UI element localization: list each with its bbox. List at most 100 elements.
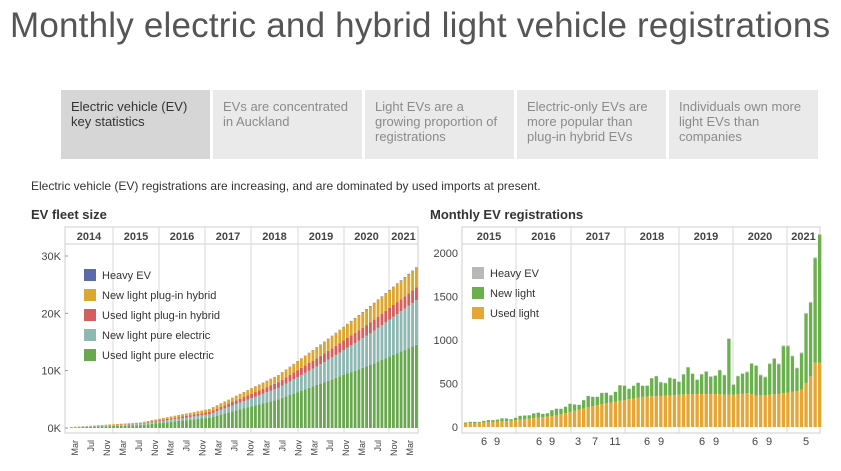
monthly-bar-segment [749,394,754,427]
monthly-bar-segment [681,394,686,427]
fleet-bar-segment [93,426,96,427]
tab-3[interactable]: Light EVs are a growing proportion of re… [365,90,514,159]
fleet-bar-segment [277,387,280,400]
fleet-y-tick: 0K [48,423,62,435]
monthly-legend-swatch [472,267,484,279]
fleet-bar-segment [376,316,380,328]
fleet-bar-segment [273,400,276,428]
fleet-bar-segment [311,360,315,369]
monthly-bar-segment [563,413,568,427]
monthly-bar-segment [568,411,572,427]
monthly-bar-segment [622,400,627,427]
monthly-x-tick: 6 [536,436,542,448]
monthly-bar-segment [672,378,677,396]
fleet-bar-segment [403,277,407,278]
monthly-bar-segment [718,369,722,371]
fleet-bar-segment [192,419,196,428]
monthly-bar-segment [768,394,772,427]
fleet-bar-segment [211,407,215,411]
monthly-x-tick: 7 [592,436,598,448]
fleet-legend-swatch [84,349,96,361]
fleet-bar-segment [280,397,284,428]
fleet-bar-segment [399,351,403,428]
fleet-bar-segment [415,344,418,428]
fleet-bar-segment [223,408,227,414]
monthly-bar-segment [677,381,681,395]
fleet-x-tick: Nov [198,440,208,457]
fleet-bar-segment [135,424,138,426]
monthly-y-tick: 2000 [434,248,458,260]
fleet-bar-segment [346,324,349,338]
monthly-bar-segment [627,388,631,400]
fleet-bar-segment [254,386,257,393]
tab-2[interactable]: EVs are concentrated in Auckland [213,90,362,159]
fleet-bar-segment [181,420,184,428]
monthly-bar-segment [777,364,781,394]
fleet-bar-segment [81,427,85,428]
monthly-bar-segment [550,410,554,417]
fleet-bar-segment [158,423,161,428]
fleet-bar-segment [296,377,299,393]
fleet-bar-segment [307,363,311,371]
fleet-bar-segment [303,389,307,428]
fleet-bar-segment [204,418,207,428]
tab-1[interactable]: Electric vehicle (EV) key statistics [61,90,210,159]
fleet-bar-segment [177,417,181,419]
fleet-bar-segment [96,426,100,428]
story-tabs: Electric vehicle (EV) key statistics EVs … [61,90,818,159]
fleet-bar-segment [392,305,395,317]
fleet-bar-segment [372,319,376,331]
fleet-bar-segment [146,422,150,423]
tab-4[interactable]: Electric-only EVs are more popular than … [517,90,666,159]
fleet-bar-segment [100,425,104,427]
fleet-bar-segment [372,363,376,428]
fleet-bar-segment [288,395,292,428]
fleet-bar-segment [181,414,184,417]
monthly-bar-segment [609,402,613,427]
fleet-bar-segment [323,362,326,383]
fleet-bar-segment [323,353,326,363]
fleet-bar-segment [342,350,345,375]
monthly-bar-segment [559,414,563,427]
fleet-bar-segment [269,390,273,402]
fleet-bar-segment [288,381,292,396]
fleet-bar-segment [376,361,380,428]
fleet-bar-segment [403,349,407,428]
monthly-bar-segment [604,392,609,404]
fleet-bar-segment [231,411,234,428]
fleet-bar-segment [265,380,269,388]
fleet-bar-segment [208,414,211,418]
fleet-bar-segment [277,375,280,383]
fleet-year-label: 2015 [124,231,148,243]
fleet-bar-segment [204,409,207,413]
monthly-bar-segment [641,396,645,427]
monthly-bar-segment [586,396,590,408]
monthly-bar-segment [795,368,799,392]
fleet-bar-segment [112,424,115,425]
monthly-bar-segment [754,365,758,367]
monthly-bar-segment [495,421,500,427]
monthly-year-label: 2020 [748,231,772,243]
fleet-bar-segment [242,408,246,428]
fleet-bar-segment [292,364,296,373]
fleet-x-tick: Mar [214,440,224,456]
fleet-bar-segment [319,364,322,384]
fleet-bar-segment [154,421,158,424]
fleet-bar-segment [211,410,215,413]
fleet-bar-segment [200,418,204,428]
monthly-bar-segment [473,422,477,427]
monthly-year-label: 2016 [531,231,555,243]
fleet-bar-segment [269,385,273,391]
fleet-bar-segment [353,370,357,428]
fleet-bar-segment [211,416,215,428]
monthly-bar-segment [577,409,581,427]
fleet-bar-segment [131,425,135,428]
fleet-bar-segment [265,402,269,428]
fleet-bar-segment [273,383,276,390]
fleet-bar-segment [361,367,365,428]
fleet-bar-segment [181,416,184,419]
fleet-bar-segment [85,426,89,428]
fleet-x-tick: Jul [86,440,96,452]
tab-5[interactable]: Individuals own more light EVs than comp… [669,90,818,159]
monthly-bar-segment [722,394,727,427]
